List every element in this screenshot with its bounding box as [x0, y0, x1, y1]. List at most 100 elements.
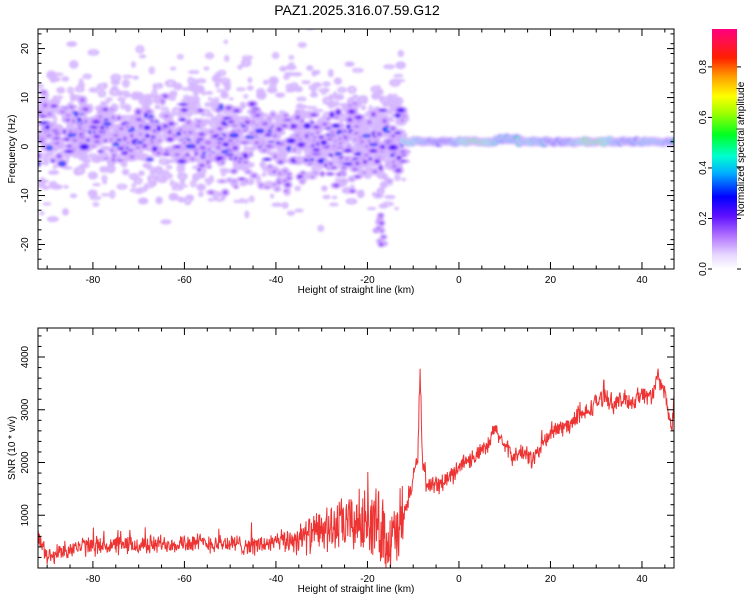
spectrogram-blob — [363, 172, 365, 174]
spectrogram-blob — [286, 184, 289, 186]
spectrogram-blob — [211, 74, 221, 83]
spectrogram-blob — [330, 96, 332, 97]
spectrogram-blob — [232, 134, 236, 137]
spectrogram-blob — [298, 88, 300, 90]
spectrogram-blob — [362, 97, 368, 105]
spectrogram-blob — [332, 167, 335, 169]
spectrogram-blob — [313, 136, 316, 138]
spectrogram-blob — [310, 86, 312, 88]
spectrogram-blob — [230, 158, 232, 160]
spectrogram-blob — [284, 204, 286, 206]
spectrogram-blob — [152, 172, 154, 174]
spectrogram-blob — [394, 207, 399, 211]
spectrogram-blob — [364, 161, 366, 163]
spectrogram-blob — [222, 172, 224, 174]
spectrogram-blob — [104, 119, 107, 121]
spectrogram-blob — [192, 183, 194, 185]
spectrogram-blob — [244, 130, 246, 132]
spectrogram-blob — [195, 96, 197, 98]
spectrogram-blob — [344, 61, 355, 67]
spectrogram-blob — [243, 125, 245, 127]
spectrogram-blob — [99, 116, 102, 118]
spectrogram-blob — [314, 172, 317, 174]
spectrogram-blob — [124, 92, 127, 94]
spectrogram-blob — [339, 138, 341, 140]
spectrogram-blob — [208, 182, 210, 184]
spectrogram-blob — [85, 160, 88, 162]
spectrogram-blob — [111, 193, 113, 196]
spectrogram-blob — [47, 134, 50, 137]
spectrogram-blob — [311, 176, 313, 178]
spectrogram-blob — [324, 119, 326, 121]
spectrogram-blob — [325, 114, 328, 116]
spectrogram-blob — [176, 187, 179, 189]
spectrogram-blob — [199, 110, 202, 112]
spectrogram-blob — [165, 153, 168, 155]
spectrogram-blob — [126, 126, 129, 128]
spectrogram-blob — [137, 147, 139, 149]
spectrogram-blob — [121, 186, 123, 188]
spectrogram-blob — [356, 176, 359, 178]
spectrogram-blob — [265, 158, 269, 160]
spectrogram-blob — [66, 41, 78, 47]
spectrogram-blob — [249, 136, 252, 138]
spectrogram-blob — [199, 159, 201, 161]
spectrogram-blob — [206, 141, 210, 144]
spectrogram-blob — [253, 175, 255, 177]
spectrogram-blob — [122, 104, 124, 106]
spectrogram-blob — [243, 142, 246, 143]
spectrogram-blob — [397, 75, 400, 77]
spectrogram-blob — [69, 89, 72, 92]
spectrogram-blob — [108, 114, 111, 115]
spectrogram-blob — [192, 71, 195, 73]
spectrogram-blob — [346, 189, 348, 191]
spectrogram-blob — [343, 180, 345, 181]
spectrogram-blob — [226, 57, 228, 60]
spectrogram-blob — [183, 142, 186, 144]
spectrogram-blob — [84, 108, 87, 111]
spectrogram-blob — [139, 48, 141, 51]
spectrogram-blob — [244, 161, 247, 163]
spectrogram-blob — [114, 134, 118, 137]
spectrogram-blob — [172, 93, 175, 95]
spectrogram-blob — [64, 78, 67, 80]
spectrogram-blob — [221, 180, 224, 182]
spectrogram-blob — [293, 84, 295, 86]
spectrogram-blob — [219, 90, 222, 91]
spectrogram-blob — [104, 140, 107, 142]
spectrogram-blob — [338, 131, 341, 134]
spectrogram-blob — [397, 132, 399, 134]
spectrogram-blob — [103, 169, 105, 171]
spectrogram-blob — [209, 154, 211, 157]
spectrogram-blob — [198, 121, 201, 123]
spectrogram-blob — [104, 108, 108, 111]
spectrogram-blob — [240, 178, 243, 180]
spectrogram-blob — [383, 120, 386, 122]
spectrogram-blob — [298, 151, 300, 153]
spectrogram-blob — [146, 135, 149, 137]
spectrogram-blob — [74, 113, 77, 115]
spectrogram-blob — [158, 140, 161, 141]
spectrogram-blob — [311, 69, 321, 75]
spectrogram-blob — [320, 136, 323, 138]
spectrogram-blob — [172, 68, 174, 69]
spectrogram-blob — [260, 135, 262, 138]
spectrogram-blob — [72, 63, 75, 66]
spectrogram-blob — [113, 155, 115, 157]
spectrogram-blob — [247, 171, 249, 173]
spectrogram-blob — [133, 185, 135, 186]
spectrogram-blob — [392, 101, 394, 104]
spectrogram-blob — [142, 162, 152, 169]
spectrogram-blob — [231, 112, 233, 115]
spectrogram-blob — [68, 145, 71, 147]
spectrogram-blob — [385, 157, 387, 160]
spectrogram-blob — [315, 149, 318, 151]
spectrogram-blob — [380, 214, 382, 216]
spectrogram-blob — [264, 116, 266, 119]
spectrogram-blob — [378, 133, 381, 135]
spectrogram-blob — [392, 161, 394, 163]
spectrogram-blob — [268, 183, 270, 185]
spectrogram-blob — [200, 133, 203, 136]
spectrogram-blob — [159, 170, 161, 172]
